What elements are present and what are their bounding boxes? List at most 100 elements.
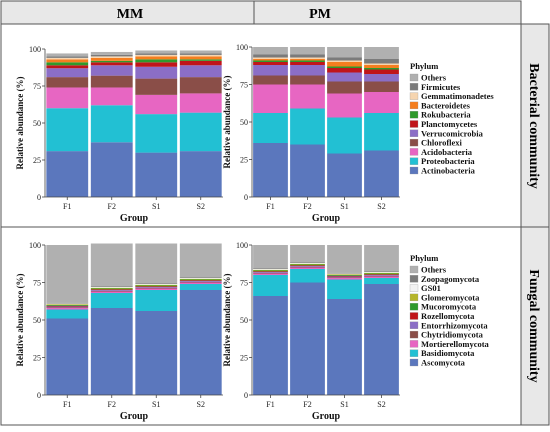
bar-segment-S1-chloroflexi: [327, 81, 362, 94]
x-tick-label: S1: [340, 202, 348, 211]
bar-segment-F2-acidobacteria: [290, 84, 325, 109]
x-axis-label: Group: [120, 411, 149, 422]
bar-segment-F1-glomeromycota: [253, 269, 288, 271]
legend-swatch-verrucomicrobia: [409, 129, 419, 137]
bar-segment-F2-gs01: [290, 263, 325, 264]
bar-segment-F2-ascomycota: [290, 282, 325, 395]
bar-segment-S2-others: [179, 243, 222, 278]
bar-segment-S2-mucoromycota: [364, 273, 399, 275]
legend-swatch-chloroflexi: [409, 138, 419, 147]
bar-segment-F2-verrucomicrobia: [290, 65, 325, 76]
bar-segment-S2-chytridiomycota: [179, 281, 222, 283]
bar-segment-F1-firmicutes: [46, 56, 89, 58]
bar-segment-S2-basidiomycota: [364, 278, 399, 284]
bar-segment-F1-ascomycota: [253, 296, 288, 395]
header-row: [0, 0, 522, 25]
bar-segment-S1-chytridiomycota: [135, 287, 178, 289]
bar-segment-F1-entorrhizomycota: [46, 306, 89, 308]
bar-segment-F1-zoopagomycota: [253, 268, 288, 269]
bar-segment-S1-verrucomicrobia: [135, 66, 178, 79]
bar-segment-S1-chloroflexi: [135, 78, 178, 95]
bar-segment-S2-proteobacteria: [179, 112, 222, 152]
bar-segment-S1-actinobacteria: [327, 153, 362, 197]
y-tick-label: 25: [240, 156, 248, 165]
bar-segment-F1-firmicutes: [253, 54, 288, 58]
x-tick-label: S1: [340, 400, 348, 409]
x-axis-label: Group: [312, 411, 341, 422]
legend-swatch-planctomycetes: [409, 120, 419, 128]
bar-segment-S1-chytridiomycota: [327, 277, 362, 278]
x-tick-label: S1: [152, 202, 160, 211]
bar-segment-F2-firmicutes: [290, 54, 325, 58]
legend-swatch-rokubacteria: [409, 111, 419, 119]
legend-swatch-rozellomycota: [409, 312, 419, 320]
x-axis-label: Group: [312, 213, 341, 224]
bar-segment-S2-basidiomycota: [179, 284, 222, 290]
legend-item-gs01: GS01: [421, 283, 441, 293]
bar-segment-F2-entorrhizomycota: [290, 266, 325, 267]
y-tick-label: 100: [236, 241, 248, 250]
legend-swatch-zoopagomycota: [409, 275, 419, 283]
bar-segment-F2-bacteroidetes: [90, 57, 133, 61]
bar-segment-S2-ascomycota: [364, 284, 399, 395]
bar-segment-F1-proteobacteria: [46, 108, 89, 152]
legend-swatch-others: [409, 265, 419, 274]
bar-segment-S1-gemmatimonadetes: [135, 54, 178, 57]
y-tick-label: 25: [240, 354, 248, 363]
bar-segment-S1-planctomycetes: [135, 62, 178, 67]
bar-segment-S1-proteobacteria: [135, 114, 178, 153]
bar-segment-F1-chytridiomycota: [253, 272, 288, 274]
legend-item-basidiomycota: Basidiomycota: [421, 348, 475, 358]
legend-item-actinobacteria: Actinobacteria: [421, 166, 476, 176]
y-tick-label: 50: [240, 118, 248, 127]
legend-swatch-gemmatimonadetes: [409, 92, 419, 100]
bar-segment-S2-glomeromycota: [364, 272, 399, 274]
bar-segment-F1-rokubacteria: [46, 62, 89, 66]
legend-item-others: Others: [421, 265, 447, 275]
bar-segment-F2-rozellomycota: [290, 265, 325, 266]
bar-segment-F1-ascomycota: [46, 318, 89, 395]
legend-swatch-proteobacteria: [409, 157, 419, 165]
bar-segment-S2-planctomycetes: [179, 60, 222, 66]
legend-title: Phylum: [410, 61, 438, 71]
bar-segment-S2-firmicutes: [364, 59, 399, 64]
bar-segment-F1-glomeromycota: [46, 304, 89, 305]
bar-segment-S2-chytridiomycota: [364, 275, 399, 277]
bar-segment-F2-planctomycetes: [90, 62, 133, 66]
x-tick-label: F2: [303, 400, 311, 409]
bar-segment-F1-actinobacteria: [46, 151, 89, 197]
bar-segment-S2-rozellomycota: [364, 274, 399, 275]
chart-bacteria-MM: F1 F2 S1 S2 0 25 50 75 100 Group Relative abundanc…: [15, 45, 223, 224]
header-pm: PM: [309, 7, 331, 22]
y-tick-label: 25: [33, 156, 41, 165]
bar-segment-F2-planctomycetes: [290, 62, 325, 65]
chart-bacteria-PM: F1 F2 S1 S2 0 25 50 75 100 Group Relative abundanc…: [222, 43, 494, 224]
bar-segment-S1-actinobacteria: [135, 152, 178, 197]
bar-segment-S2-chloroflexi: [364, 81, 399, 92]
bar-segment-S1-firmicutes: [135, 53, 178, 55]
bar-segment-S1-others: [135, 50, 178, 54]
bar-segment-S1-bacteroidetes: [135, 56, 178, 60]
y-tick-label: 50: [33, 119, 41, 128]
bar-segment-S2-acidobacteria: [179, 93, 222, 113]
y-tick-label: 0: [37, 391, 41, 400]
x-axis-label: Group: [120, 213, 149, 224]
chart-fungi-MM: F1 F2 S1 S2 0 25 50 75 100 Group Relative abundanc…: [15, 241, 223, 422]
y-axis-label: Relative abundance (%): [222, 76, 232, 169]
x-tick-label: S1: [152, 400, 160, 409]
x-tick-label: F1: [266, 202, 274, 211]
bar-segment-S1-verrucomicrobia: [327, 72, 362, 82]
y-tick-label: 0: [244, 391, 248, 400]
bar-segment-F1-rozellomycota: [253, 271, 288, 272]
bar-segment-F2-acidobacteria: [90, 87, 133, 106]
y-axis-label: Relative abundance (%): [15, 77, 25, 170]
bar-segment-F2-verrucomicrobia: [90, 65, 133, 76]
legend-swatch-actinobacteria: [409, 166, 419, 175]
bar-segment-S2-actinobacteria: [364, 150, 399, 197]
bar-segment-S1-entorrhizomycota: [135, 287, 178, 288]
bar-segment-F1-others: [253, 47, 288, 55]
legend-swatch-mortierellomycota: [409, 340, 419, 348]
legend-swatch-basidiomycota: [409, 349, 419, 357]
bar-segment-F1-gs01: [46, 303, 89, 305]
bar-segment-S2-rozellomycota: [179, 280, 222, 281]
